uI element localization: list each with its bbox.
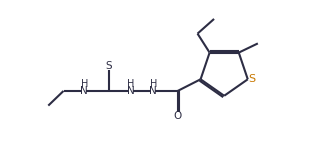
Text: N: N (149, 86, 157, 96)
Text: N: N (80, 86, 88, 96)
Text: H: H (80, 79, 88, 89)
Text: O: O (174, 111, 182, 121)
Text: S: S (248, 74, 255, 84)
Text: N: N (127, 86, 135, 96)
Text: H: H (149, 79, 157, 89)
Text: S: S (105, 61, 112, 71)
Text: H: H (127, 79, 135, 89)
